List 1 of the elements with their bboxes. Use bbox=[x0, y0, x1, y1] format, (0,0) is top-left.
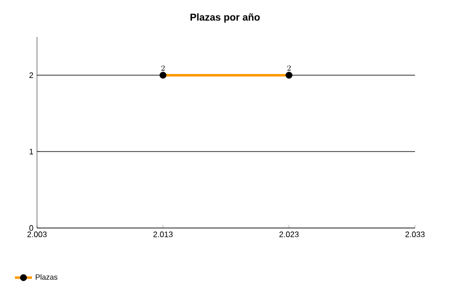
chart-title: Plazas por año bbox=[190, 13, 260, 23]
